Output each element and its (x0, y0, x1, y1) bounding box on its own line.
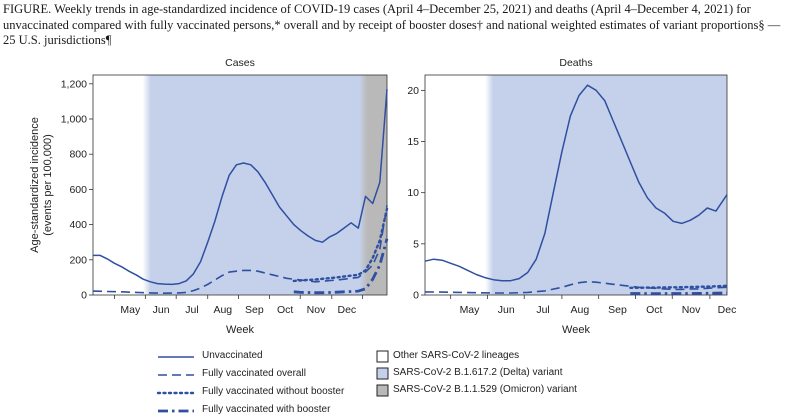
x-tick-label: Dec (718, 304, 737, 316)
x-tick-label: Jun (498, 304, 515, 316)
plot-frame (92, 74, 388, 296)
legend-swatch-omicron (376, 384, 389, 397)
y-tick-label: 0 (81, 290, 87, 302)
y-tick-label: 0 (413, 290, 419, 302)
variant-region-other (425, 75, 490, 295)
x-tick-label: Aug (571, 304, 590, 316)
x-tick-label: Dec (338, 304, 357, 316)
deaths-panel: 0 5 10 15 20 May Jun Jul Aug Sep Oct Nov Dec Deaths We… (407, 57, 736, 336)
x-tick-label: May (460, 304, 481, 316)
y-tick-label: 20 (407, 85, 419, 97)
legend-swatch-delta (376, 367, 389, 380)
variant-region-omicron (363, 75, 387, 295)
series-line-fully-vaccinated-without-booster (629, 284, 729, 289)
plot-frame (424, 74, 728, 296)
x-tick-label: Nov (682, 304, 701, 316)
variant-region-delta (489, 75, 727, 295)
series-line-fully-vaccinated-with-booster (630, 291, 728, 296)
y-tick-label: 1,000 (61, 114, 87, 126)
series-line-unvaccinated (93, 89, 388, 286)
y-tick-label: 1,200 (61, 78, 87, 90)
y-axis-label-line: (events per 100,000) (42, 134, 54, 236)
y-axis-label-line: Age-standardized incidence (29, 117, 41, 253)
variant-transition (485, 75, 494, 295)
legend-swatch-other (376, 350, 389, 363)
x-axis-label: Week (226, 324, 254, 336)
x-tick-label: Nov (307, 304, 326, 316)
x-axis-label: Week (562, 324, 590, 336)
y-tick-label: 15 (407, 136, 419, 148)
series-line-fully-vaccinated-overall (424, 280, 728, 294)
series-line-fully-vaccinated-overall (92, 205, 388, 295)
series-line-fully-vaccinated-with-booster (293, 238, 389, 295)
x-tick-label: May (120, 304, 141, 316)
variant-region-delta (146, 75, 364, 295)
legend-label: Unvaccinated (202, 350, 263, 361)
x-tick-label: Sep (245, 304, 264, 316)
legend-label: SARS-CoV-2 B.1.617.2 (Delta) variant (393, 367, 563, 378)
figure-title: FIGURE. Weekly trends in age-standardize… (3, 2, 781, 47)
x-tick-label: Jun (153, 304, 170, 316)
y-tick-label: 10 (407, 187, 419, 199)
cases-panel: 0 200 400 600 800 1,000 1,200 May Jun Jul Aug Sep Oc… (29, 57, 389, 336)
variant-transition (359, 75, 368, 295)
legend-label: SARS-CoV-2 B.1.1.529 (Omicron) variant (393, 384, 577, 395)
y-tick-label: 800 (69, 149, 87, 161)
y-tick-label: 200 (69, 254, 87, 266)
legend-label: Fully vaccinated without booster (202, 386, 345, 397)
y-tick-label: 600 (69, 184, 87, 196)
panel-title: Deaths (559, 57, 592, 69)
panel-title: Cases (225, 57, 255, 69)
y-axis-label: Age-standardized incidence(events per 10… (29, 117, 54, 253)
legend-label: Other SARS-CoV-2 lineages (393, 350, 520, 361)
variant-transition (142, 75, 151, 295)
x-tick-label: Jul (536, 304, 549, 316)
legend-label: Fully vaccinated with booster (202, 404, 331, 415)
variant-region-other (93, 75, 147, 295)
x-tick-label: Aug (213, 304, 232, 316)
legend-line-swatches (156, 356, 196, 413)
y-tick-label: 5 (413, 238, 419, 250)
x-tick-label: Oct (277, 304, 293, 316)
x-tick-label: Jul (185, 304, 198, 316)
legend-variant-swatches (376, 350, 389, 397)
series-line-unvaccinated (424, 84, 728, 282)
legend-label: Fully vaccinated overall (202, 368, 306, 379)
x-tick-label: Oct (646, 304, 662, 316)
y-tick-label: 400 (69, 219, 87, 231)
series-line-fully-vaccinated-without-booster (292, 207, 389, 283)
x-tick-label: Sep (608, 304, 627, 316)
